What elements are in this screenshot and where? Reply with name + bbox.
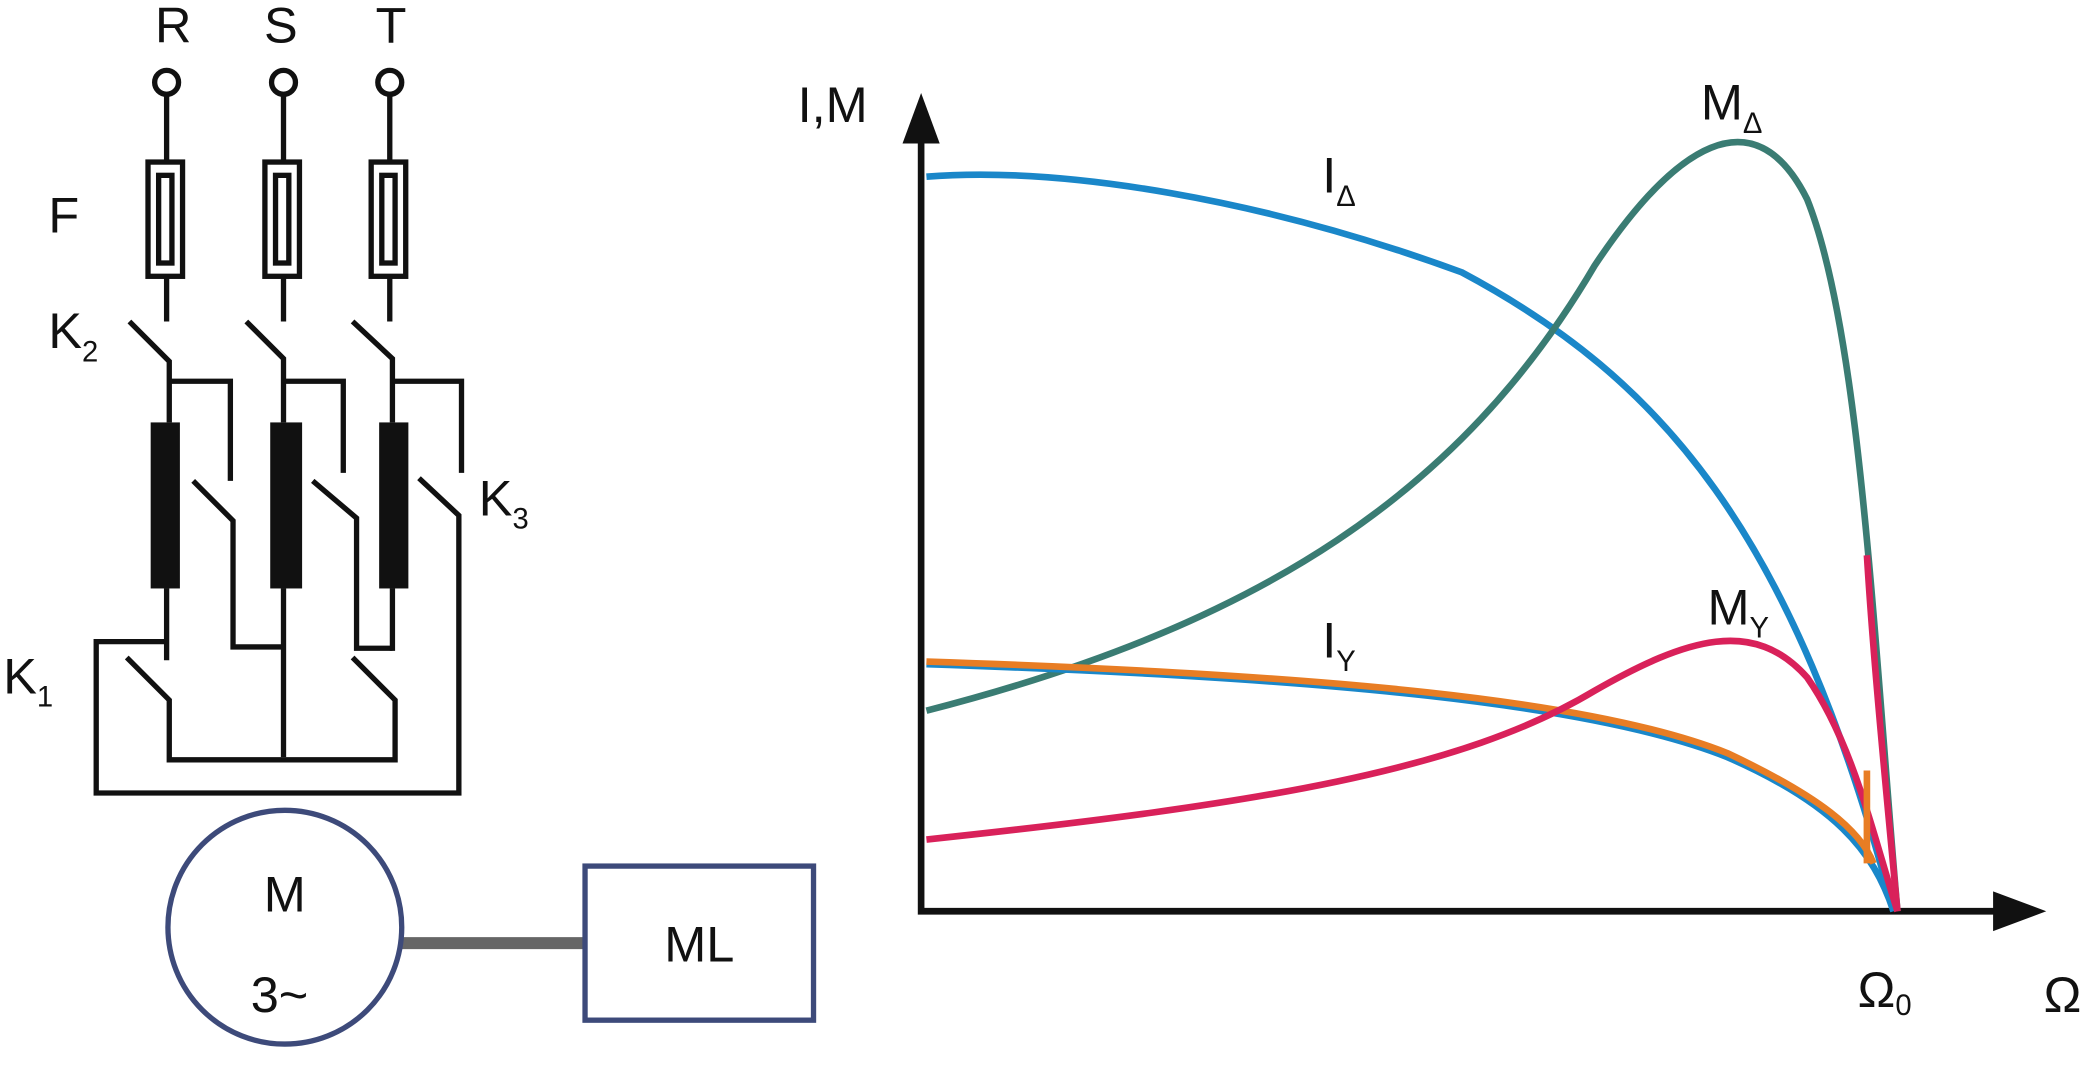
contactor-label: K3 [479, 469, 529, 535]
label-sub: 2 [82, 336, 98, 368]
motor-label: M [264, 865, 306, 922]
x-axis-label: Ω [2044, 966, 2082, 1023]
curve-label: MΔ [1701, 74, 1763, 140]
label-letter: K [3, 647, 37, 704]
curve-label: MY [1708, 578, 1770, 644]
label-sub: Δ [1743, 108, 1763, 140]
sync-speed-label: Ω0 [1858, 961, 1912, 1022]
label-sub: Y [1336, 646, 1356, 678]
y-axis-label: I,M [798, 76, 868, 133]
motor-label: 3~ [251, 966, 309, 1023]
label-sub: Y [1750, 613, 1770, 645]
load-label: ML [664, 916, 734, 973]
phase-label: T [376, 0, 407, 54]
label-letter: K [48, 302, 82, 359]
phase-label: R [155, 0, 191, 54]
phase-label: S [264, 0, 298, 54]
label-letter: M [1701, 74, 1743, 131]
motor [165, 807, 405, 1047]
contactor-label: K1 [3, 647, 53, 713]
curves [925, 138, 1901, 913]
label-sub: 0 [1895, 990, 1911, 1022]
curve-label: IΔ [1322, 147, 1356, 213]
curve-i-delta [926, 171, 1897, 913]
curve-label: IY [1322, 612, 1356, 678]
coils [150, 422, 409, 589]
curve-m-delta [925, 138, 1901, 912]
label-letter: K [479, 469, 513, 526]
fuse-label: F [48, 186, 79, 243]
axes [902, 92, 2047, 932]
load-box [582, 863, 817, 1023]
label-sub: 3 [512, 504, 528, 536]
contactor-label: K2 [48, 302, 98, 368]
label-letter: Ω [1858, 961, 1896, 1018]
curve-i-y [926, 658, 1877, 865]
label-sub: Δ [1336, 181, 1356, 213]
curve-m-y [926, 637, 1901, 913]
switch-jump [1863, 555, 1901, 912]
curve-i-y-base [926, 660, 1897, 913]
label-letter: M [1708, 578, 1750, 635]
label-sub: 1 [37, 682, 53, 714]
label-letter: I [1322, 147, 1336, 204]
label-letter: I [1322, 612, 1336, 669]
circuit-wiring [93, 67, 465, 796]
